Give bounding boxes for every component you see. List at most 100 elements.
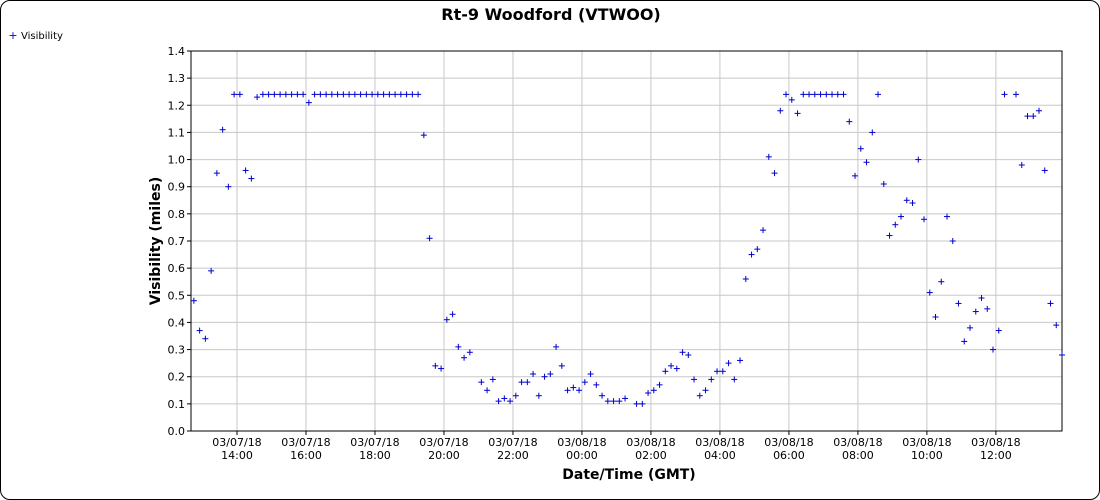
- data-point: [357, 91, 364, 98]
- data-point: [461, 354, 468, 361]
- data-point: [466, 349, 473, 356]
- data-point: [938, 278, 945, 285]
- data-point: [673, 365, 680, 372]
- data-point: [915, 156, 922, 163]
- data-point: [708, 376, 715, 383]
- data-point: [363, 91, 370, 98]
- data-point: [823, 91, 830, 98]
- data-point: [248, 175, 255, 182]
- data-point: [857, 145, 864, 152]
- data-point: [886, 232, 893, 239]
- data-point: [817, 91, 824, 98]
- data-point: [432, 362, 439, 369]
- data-point: [645, 390, 652, 396]
- data-point: [535, 392, 542, 399]
- data-point: [271, 91, 278, 98]
- x-tick-date: 03/08/18: [902, 436, 951, 449]
- data-point: [415, 91, 422, 98]
- data-point: [892, 221, 899, 228]
- data-point: [800, 91, 807, 98]
- data-point: [898, 213, 905, 220]
- data-point: [294, 91, 301, 98]
- y-tick-label: 0.0: [168, 425, 186, 438]
- data-point: [794, 110, 801, 117]
- data-point: [328, 91, 335, 98]
- data-point: [869, 129, 876, 136]
- data-point: [932, 314, 939, 320]
- data-point: [737, 357, 744, 364]
- y-tick-label: 1.4: [168, 45, 186, 58]
- x-tick-date: 03/07/18: [212, 436, 261, 449]
- x-tick-date: 03/07/18: [488, 436, 537, 449]
- data-point: [254, 94, 261, 101]
- y-tick-label: 0.7: [168, 235, 186, 248]
- y-axis-ticks: 0.0 0.1 0.2 0.3 0.4 0.5 0.6 0.7 0.8 0.9 1.0 1.1 1.2 1…: [168, 45, 191, 438]
- data-point: [1036, 107, 1043, 114]
- data-point: [668, 362, 675, 369]
- y-tick-label: 1.2: [168, 99, 186, 112]
- data-point: [196, 327, 203, 334]
- data-points: [190, 91, 1065, 407]
- data-point: [489, 376, 496, 383]
- data-point: [351, 91, 358, 98]
- data-point: [840, 91, 847, 98]
- data-point: [903, 197, 910, 204]
- data-point: [300, 91, 307, 98]
- data-point: [397, 91, 404, 98]
- data-point: [403, 91, 410, 98]
- data-point: [616, 398, 623, 405]
- data-point: [633, 400, 640, 407]
- data-point: [426, 235, 433, 242]
- data-point: [512, 392, 519, 399]
- data-point: [829, 91, 836, 98]
- data-point: [863, 159, 870, 166]
- x-tick-date: 03/08/18: [833, 436, 882, 449]
- x-tick-date: 03/07/18: [419, 436, 468, 449]
- x-tick-date: 03/07/18: [281, 436, 330, 449]
- data-point: [190, 297, 197, 304]
- data-point: [455, 343, 462, 350]
- data-point: [449, 311, 456, 318]
- data-point: [282, 91, 289, 98]
- data-point: [714, 368, 721, 375]
- data-point: [208, 267, 215, 274]
- data-point: [921, 216, 928, 223]
- data-point: [570, 384, 577, 391]
- data-point: [443, 316, 450, 323]
- data-point: [334, 91, 341, 98]
- x-tick-time: 10:00: [911, 449, 943, 462]
- data-point: [788, 96, 795, 103]
- x-tick-time: 22:00: [497, 449, 529, 462]
- data-point: [438, 365, 445, 372]
- data-point: [558, 362, 565, 369]
- x-tick-time: 02:00: [635, 449, 667, 462]
- x-tick-time: 20:00: [428, 449, 460, 462]
- x-axis-title: Date/Time (GMT): [562, 467, 695, 483]
- data-point: [834, 91, 841, 98]
- data-point: [225, 183, 232, 190]
- data-point: [374, 91, 381, 98]
- data-point: [622, 395, 629, 402]
- data-point: [811, 91, 818, 98]
- data-point: [259, 91, 266, 98]
- data-point: [242, 167, 249, 174]
- y-tick-label: 0.3: [168, 344, 186, 357]
- y-tick-label: 0.9: [168, 181, 186, 194]
- data-point: [783, 91, 790, 98]
- data-point: [392, 91, 399, 98]
- data-point: [978, 295, 985, 301]
- x-tick-time: 18:00: [359, 449, 391, 462]
- data-point: [639, 400, 646, 407]
- data-point: [495, 398, 502, 405]
- data-point: [346, 91, 353, 98]
- data-point: [765, 153, 772, 160]
- data-point: [875, 91, 882, 98]
- x-tick-time: 08:00: [842, 449, 874, 462]
- data-point: [650, 387, 657, 394]
- y-tick-label: 0.5: [168, 289, 186, 302]
- y-tick-label: 0.4: [168, 316, 186, 329]
- data-point: [593, 381, 600, 388]
- y-axis-title: Visibility (miles): [148, 177, 164, 305]
- data-point: [1001, 91, 1008, 98]
- data-point: [909, 200, 916, 206]
